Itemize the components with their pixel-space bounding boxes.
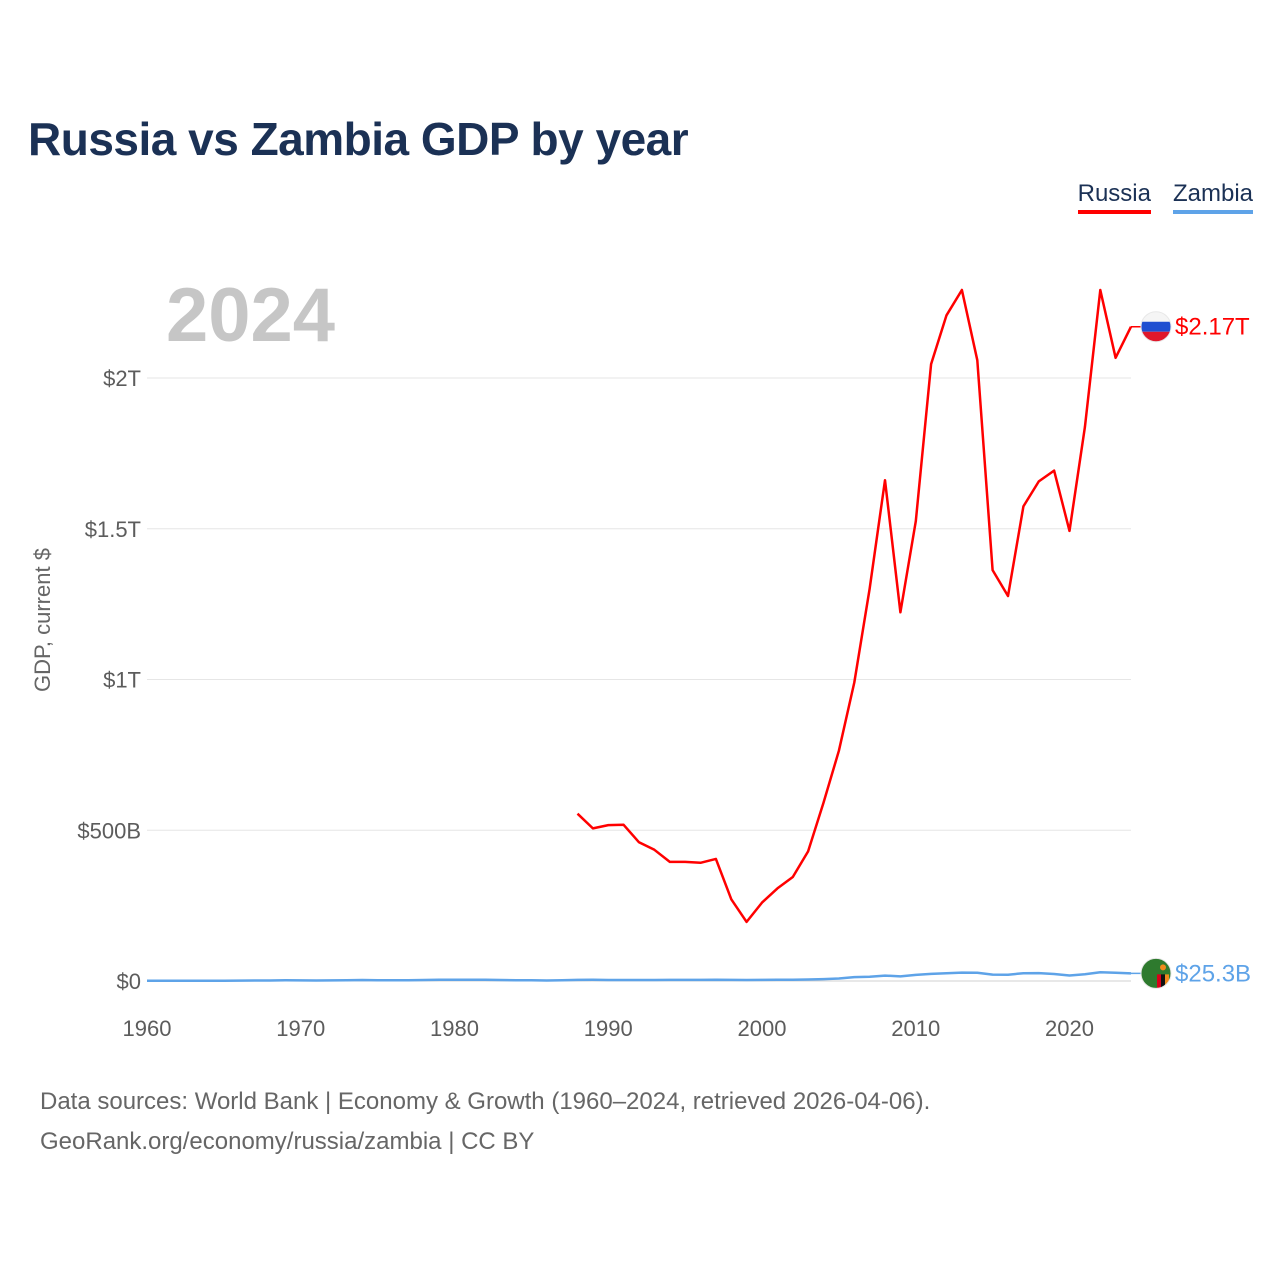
- x-tick-label: 2010: [891, 1016, 940, 1041]
- x-tick-label: 1990: [584, 1016, 633, 1041]
- grid-layer: [147, 377, 1131, 982]
- x-tick-label: 1970: [276, 1016, 325, 1041]
- russia-flag-icon: [1140, 311, 1172, 343]
- end-markers: $2.17T $25.3B: [1131, 311, 1251, 989]
- x-tick-label: 1960: [123, 1016, 172, 1041]
- legend-item-russia[interactable]: Russia: [1077, 180, 1151, 214]
- x-tick-label: 1980: [430, 1016, 479, 1041]
- data-source-note: Data sources: World Bank | Economy & Gro…: [40, 1088, 931, 1115]
- end-value-label-russia: $2.17T: [1175, 314, 1250, 341]
- y-axis-label: GDP, current $: [30, 548, 55, 692]
- y-tick-label: $1.5T: [85, 517, 141, 542]
- end-value-label-zambia: $25.3B: [1175, 960, 1251, 987]
- series-line-russia[interactable]: [576, 288, 1133, 924]
- y-tick-label: $0: [117, 969, 141, 994]
- source-url[interactable]: GeoRank.org/economy/russia/zambia | CC B…: [40, 1128, 535, 1155]
- series-line-zambia[interactable]: [147, 970, 1132, 983]
- x-tick-labels: 1960 1970 1980 1990 2000 2010 2020: [123, 1016, 1094, 1041]
- footer: Data sources: World Bank | Economy & Gro…: [40, 1082, 930, 1162]
- y-tick-labels: $0 $500B $1T $1.5T $2T: [77, 366, 141, 994]
- year-watermark: 2024: [166, 273, 336, 358]
- y-tick-label: $2T: [103, 366, 141, 391]
- chart-title: Russia vs Zambia GDP by year: [28, 113, 689, 165]
- zambia-flag-icon: [1140, 957, 1172, 989]
- y-tick-label: $500B: [77, 818, 141, 843]
- x-tick-label: 2000: [738, 1016, 787, 1041]
- legend-item-zambia[interactable]: Zambia: [1172, 180, 1253, 214]
- x-tick-label: 2020: [1045, 1016, 1094, 1041]
- series-layer: [147, 288, 1133, 983]
- legend: Russia Zambia: [1077, 180, 1253, 214]
- y-tick-label: $1T: [103, 668, 141, 693]
